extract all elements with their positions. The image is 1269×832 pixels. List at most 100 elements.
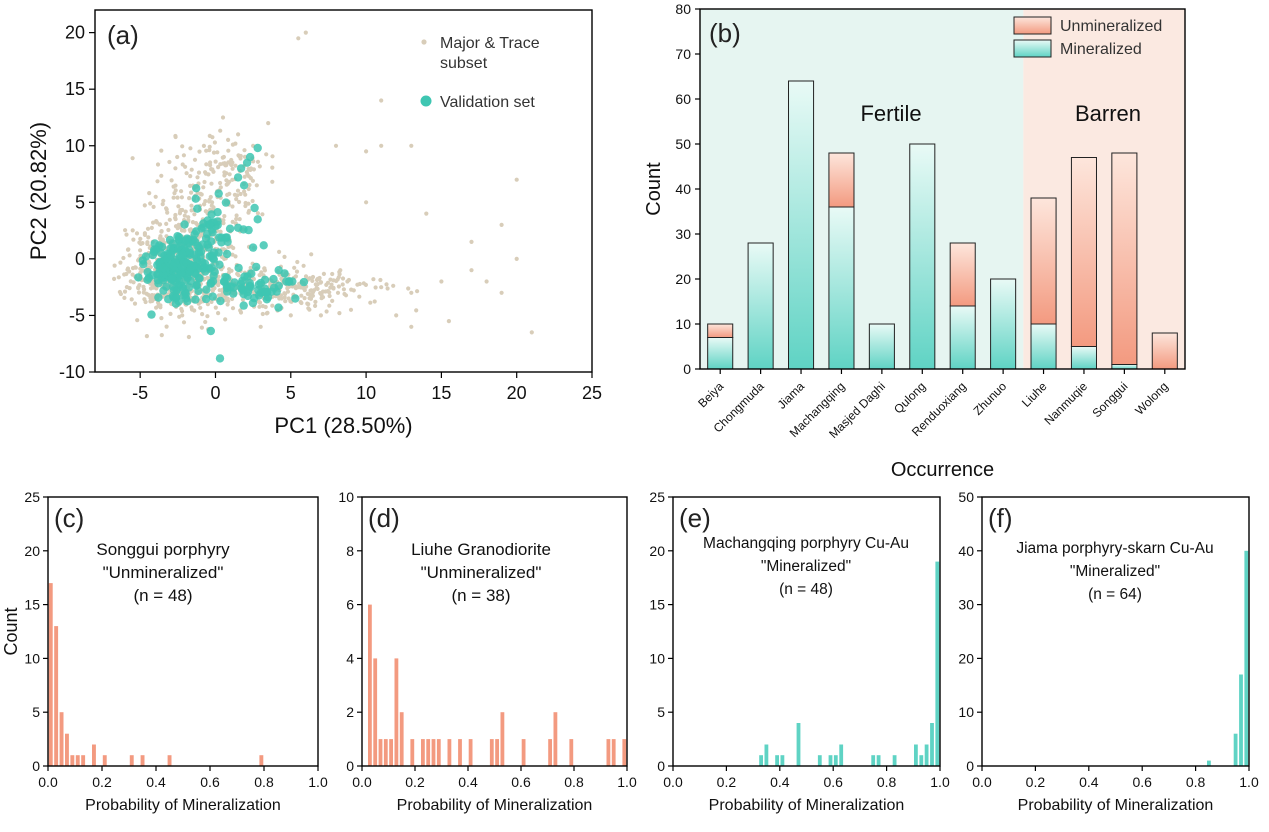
scatter-point	[127, 253, 132, 258]
y-tick-label: 5	[657, 704, 665, 720]
scatter-point	[329, 282, 334, 287]
scatter-point	[169, 261, 178, 270]
scatter-point	[225, 192, 230, 197]
scatter-point	[243, 203, 248, 209]
scatter-point	[310, 278, 315, 283]
scatter-point	[391, 283, 396, 288]
scatter-point	[189, 203, 194, 208]
scatter-point	[226, 282, 235, 291]
scatter-point	[201, 185, 206, 190]
scatter-point	[248, 298, 258, 308]
y-tick-label: 25	[649, 489, 665, 505]
histogram-bar	[611, 739, 616, 766]
scatter-point	[285, 289, 291, 294]
scatter-point	[180, 162, 185, 167]
scatter-point	[192, 281, 201, 290]
legend-label: Mineralized	[1060, 41, 1142, 58]
scatter-point	[211, 150, 217, 155]
scatter-point	[143, 299, 148, 305]
scatter-point	[208, 292, 217, 301]
scatter-point	[239, 181, 249, 190]
scatter-point	[218, 180, 223, 186]
scatter-point	[309, 252, 314, 257]
x-tick-label: 10	[356, 383, 376, 403]
scatter-point	[253, 215, 262, 224]
scatter-point	[242, 174, 247, 179]
scatter-point	[185, 246, 194, 255]
scatter-point	[201, 143, 206, 148]
scatter-point	[222, 249, 232, 259]
scatter-point	[213, 217, 222, 226]
histogram-bar	[876, 755, 881, 766]
y-tick-label: 10	[24, 650, 40, 666]
scatter-point	[189, 208, 194, 213]
histogram-bar	[373, 658, 378, 766]
y-tick-label: 2	[346, 704, 354, 720]
scatter-point	[234, 213, 239, 218]
scatter-point	[159, 263, 168, 273]
scatter-point	[173, 217, 178, 222]
scatter-point	[164, 221, 169, 226]
x-tick-label: 25	[582, 383, 602, 403]
scatter-point	[330, 271, 335, 277]
scatter-point	[191, 194, 200, 203]
y-tick-label: 0	[966, 758, 974, 774]
y-axis-label: Count	[643, 162, 665, 216]
scatter-point	[116, 275, 121, 280]
scatter-point	[340, 282, 345, 287]
scatter-point	[117, 289, 122, 295]
histogram-bar	[817, 755, 822, 766]
y-tick-label: 15	[24, 597, 40, 613]
scatter-point	[217, 288, 222, 293]
scatter-point	[239, 301, 248, 310]
scatter-point	[215, 150, 220, 155]
scatter-point	[169, 178, 174, 183]
histogram-bar	[389, 739, 393, 766]
scatter-point	[123, 228, 128, 233]
scatter-point	[190, 220, 195, 225]
scatter-point	[147, 310, 156, 319]
scatter-point	[154, 293, 163, 302]
x-tick-label: 0.6	[511, 774, 531, 790]
scatter-point	[327, 303, 332, 308]
scatter-point	[132, 301, 138, 306]
scatter-point	[225, 296, 230, 301]
scatter-point	[143, 267, 152, 277]
scatter-point	[233, 223, 243, 232]
y-tick-label: 5	[75, 192, 85, 212]
y-tick-label: 20	[24, 543, 40, 559]
panel-f-histogram: 0.0 0.2 0.4 0.6 0.8 1.0 0 10 20 30 40 50 Probability…	[958, 489, 1259, 814]
scatter-point	[234, 263, 243, 273]
scatter-point	[198, 299, 203, 305]
scatter-point	[159, 148, 164, 153]
y-tick-label: 30	[675, 226, 691, 242]
y-axis-label: PC2 (20.82%)	[26, 122, 51, 260]
scatter-point	[201, 267, 210, 276]
scatter-point	[192, 212, 197, 217]
y-tick-label: 0	[683, 361, 691, 377]
histogram-bar	[1239, 674, 1243, 766]
scatter-point	[218, 162, 223, 167]
scatter-point	[160, 202, 165, 207]
scatter-point	[385, 286, 390, 291]
bar-mineralized	[707, 337, 734, 370]
y-tick-label: 5	[32, 704, 40, 720]
scatter-point	[181, 289, 190, 299]
scatter-point	[280, 269, 289, 278]
scatter-point	[177, 211, 182, 216]
scatter-point	[171, 184, 176, 189]
scatter-point	[286, 296, 291, 301]
scatter-point	[186, 264, 196, 273]
scatter-point	[233, 254, 238, 259]
scatter-point	[191, 237, 200, 247]
scatter-point	[295, 259, 300, 265]
scatter-point	[205, 302, 210, 307]
scatter-point	[313, 303, 318, 308]
scatter-point	[148, 250, 157, 260]
scatter-point	[202, 202, 207, 207]
scatter-point	[161, 198, 166, 203]
scatter-point	[409, 324, 414, 329]
scatter-point	[172, 293, 181, 302]
scatter-point	[229, 289, 238, 298]
